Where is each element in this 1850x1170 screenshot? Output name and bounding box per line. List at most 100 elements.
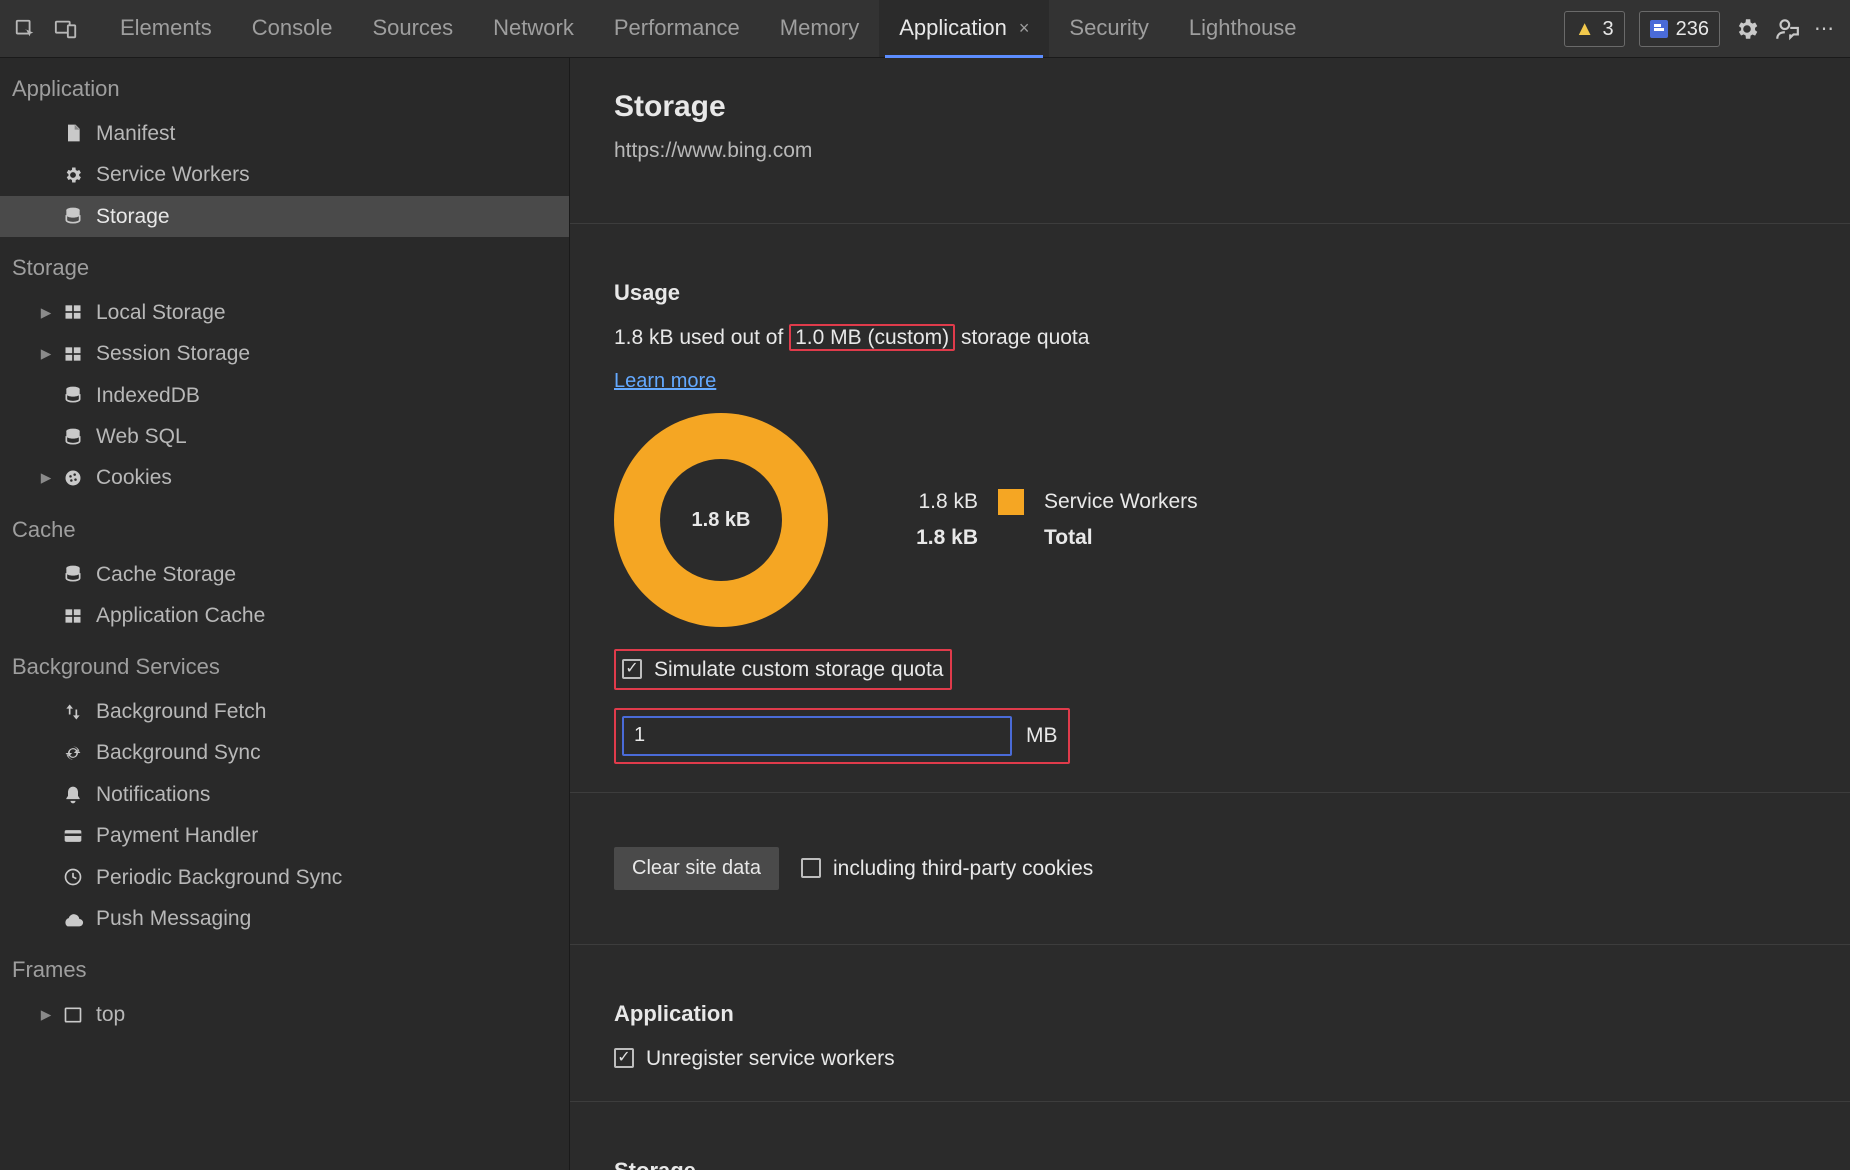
usage-summary-quota: 1.0 MB (custom) bbox=[789, 324, 955, 351]
frame-icon bbox=[62, 1004, 84, 1026]
sidebar-item-background-sync[interactable]: Background Sync bbox=[0, 732, 569, 773]
db-icon bbox=[62, 426, 84, 448]
sidebar-item-top[interactable]: ▸top bbox=[0, 994, 569, 1035]
sidebar-item-web-sql[interactable]: Web SQL bbox=[0, 416, 569, 457]
clock-icon bbox=[62, 866, 84, 888]
sidebar-item-label: Storage bbox=[96, 202, 170, 231]
sidebar-item-label: Periodic Background Sync bbox=[96, 863, 342, 892]
expand-icon: ▸ bbox=[40, 1000, 52, 1029]
device-toggle-icon[interactable] bbox=[54, 18, 78, 40]
sidebar-group-cache: Cache bbox=[0, 499, 569, 554]
warnings-count: 3 bbox=[1603, 15, 1614, 43]
messages-badge[interactable]: 236 bbox=[1639, 11, 1720, 47]
expand-icon: ▸ bbox=[40, 463, 52, 492]
legend-total-label: Total bbox=[1044, 523, 1093, 552]
settings-icon[interactable] bbox=[1734, 16, 1760, 42]
sidebar-item-label: Notifications bbox=[96, 780, 210, 809]
legend-total: 1.8 kB Total bbox=[898, 523, 1198, 552]
sidebar-item-label: Background Fetch bbox=[96, 697, 266, 726]
sidebar-item-local-storage[interactable]: ▸Local Storage bbox=[0, 292, 569, 333]
quota-unit: MB bbox=[1026, 721, 1058, 750]
donut-center-label: 1.8 kB bbox=[660, 459, 782, 581]
messages-icon bbox=[1650, 20, 1668, 38]
sidebar-item-label: IndexedDB bbox=[96, 381, 200, 410]
simulate-quota-label: Simulate custom storage quota bbox=[654, 655, 944, 684]
sidebar-item-cache-storage[interactable]: Cache Storage bbox=[0, 554, 569, 595]
application-sidebar: Application Manifest Service Workers Storag… bbox=[0, 58, 570, 1170]
close-icon[interactable]: × bbox=[1019, 16, 1030, 41]
sidebar-item-label: Cookies bbox=[96, 463, 172, 492]
grid-icon bbox=[62, 343, 84, 365]
sidebar-group-background-services: Background Services bbox=[0, 636, 569, 691]
cookie-icon bbox=[62, 467, 84, 489]
sidebar-item-label: Cache Storage bbox=[96, 560, 236, 589]
sidebar-item-storage[interactable]: Storage bbox=[0, 196, 569, 237]
tab-performance[interactable]: Performance bbox=[594, 0, 760, 57]
sidebar-item-indexeddb[interactable]: IndexedDB bbox=[0, 375, 569, 416]
sidebar-group-frames: Frames bbox=[0, 939, 569, 994]
clear-site-data-button[interactable]: Clear site data bbox=[614, 847, 779, 890]
sidebar-item-label: Application Cache bbox=[96, 601, 265, 630]
db-icon bbox=[62, 384, 84, 406]
unregister-sw-label: Unregister service workers bbox=[646, 1044, 895, 1073]
sidebar-item-cookies[interactable]: ▸ Cookies bbox=[0, 457, 569, 498]
sidebar-item-payment-handler[interactable]: Payment Handler bbox=[0, 815, 569, 856]
page-title: Storage bbox=[614, 86, 1806, 128]
tab-console[interactable]: Console bbox=[232, 0, 353, 57]
legend-label: Service Workers bbox=[1044, 487, 1198, 516]
tab-elements[interactable]: Elements bbox=[100, 0, 232, 57]
tab-sources[interactable]: Sources bbox=[352, 0, 473, 57]
usage-summary-pre: 1.8 kB used out of bbox=[614, 326, 789, 349]
tab-lighthouse[interactable]: Lighthouse bbox=[1169, 0, 1317, 57]
legend-row: 1.8 kB Service Workers bbox=[898, 487, 1198, 516]
tab-label: Elements bbox=[120, 13, 212, 44]
origin-url: https://www.bing.com bbox=[614, 136, 1806, 165]
sidebar-item-label: Session Storage bbox=[96, 339, 250, 368]
legend-total-value: 1.8 kB bbox=[898, 523, 978, 552]
inspect-icon[interactable] bbox=[14, 18, 36, 40]
usage-summary-post: storage quota bbox=[955, 326, 1089, 349]
learn-more-link[interactable]: Learn more bbox=[614, 367, 716, 395]
grid-icon bbox=[62, 605, 84, 627]
sidebar-group-application: Application bbox=[0, 58, 569, 113]
bell-icon bbox=[62, 784, 84, 806]
tab-label: Application bbox=[899, 13, 1007, 44]
tab-label: Memory bbox=[780, 13, 859, 44]
tab-label: Security bbox=[1069, 13, 1148, 44]
devtools-tabbar: Elements Console Sources Network Performance… bbox=[0, 0, 1850, 58]
sidebar-item-service-workers[interactable]: Service Workers bbox=[0, 154, 569, 195]
legend-value: 1.8 kB bbox=[898, 487, 978, 516]
usage-heading: Usage bbox=[614, 278, 1806, 309]
tab-memory[interactable]: Memory bbox=[760, 0, 879, 57]
tab-label: Console bbox=[252, 13, 333, 44]
db-icon bbox=[62, 205, 84, 227]
tab-network[interactable]: Network bbox=[473, 0, 594, 57]
more-icon[interactable]: ⋯ bbox=[1814, 15, 1836, 43]
file-icon bbox=[62, 122, 84, 144]
sidebar-item-background-fetch[interactable]: Background Fetch bbox=[0, 691, 569, 732]
tab-label: Network bbox=[493, 13, 574, 44]
sidebar-item-label: Manifest bbox=[96, 119, 175, 148]
application-heading: Application bbox=[614, 999, 1806, 1030]
sidebar-item-periodic-background-sync[interactable]: Periodic Background Sync bbox=[0, 857, 569, 898]
sidebar-item-session-storage[interactable]: ▸Session Storage bbox=[0, 333, 569, 374]
checkbox-icon bbox=[622, 659, 642, 679]
sidebar-item-application-cache[interactable]: Application Cache bbox=[0, 595, 569, 636]
tab-label: Lighthouse bbox=[1189, 13, 1297, 44]
usage-donut-chart: 1.8 kB bbox=[614, 413, 828, 627]
sidebar-item-manifest[interactable]: Manifest bbox=[0, 113, 569, 154]
unregister-sw-checkbox[interactable]: Unregister service workers bbox=[614, 1044, 1806, 1073]
sidebar-item-notifications[interactable]: Notifications bbox=[0, 774, 569, 815]
sidebar-item-push-messaging[interactable]: Push Messaging bbox=[0, 898, 569, 939]
usage-legend: 1.8 kB Service Workers 1.8 kB Total bbox=[898, 481, 1198, 558]
tab-label: Performance bbox=[614, 13, 740, 44]
include-third-party-checkbox[interactable]: including third-party cookies bbox=[801, 854, 1093, 883]
db-icon bbox=[62, 563, 84, 585]
legend-swatch bbox=[998, 489, 1024, 515]
feedback-icon[interactable] bbox=[1774, 16, 1800, 42]
quota-input[interactable] bbox=[622, 716, 1012, 756]
tab-application[interactable]: Application × bbox=[879, 0, 1049, 57]
tab-security[interactable]: Security bbox=[1049, 0, 1168, 57]
warnings-badge[interactable]: ▲ 3 bbox=[1564, 11, 1625, 47]
simulate-quota-checkbox[interactable]: Simulate custom storage quota bbox=[614, 649, 952, 690]
